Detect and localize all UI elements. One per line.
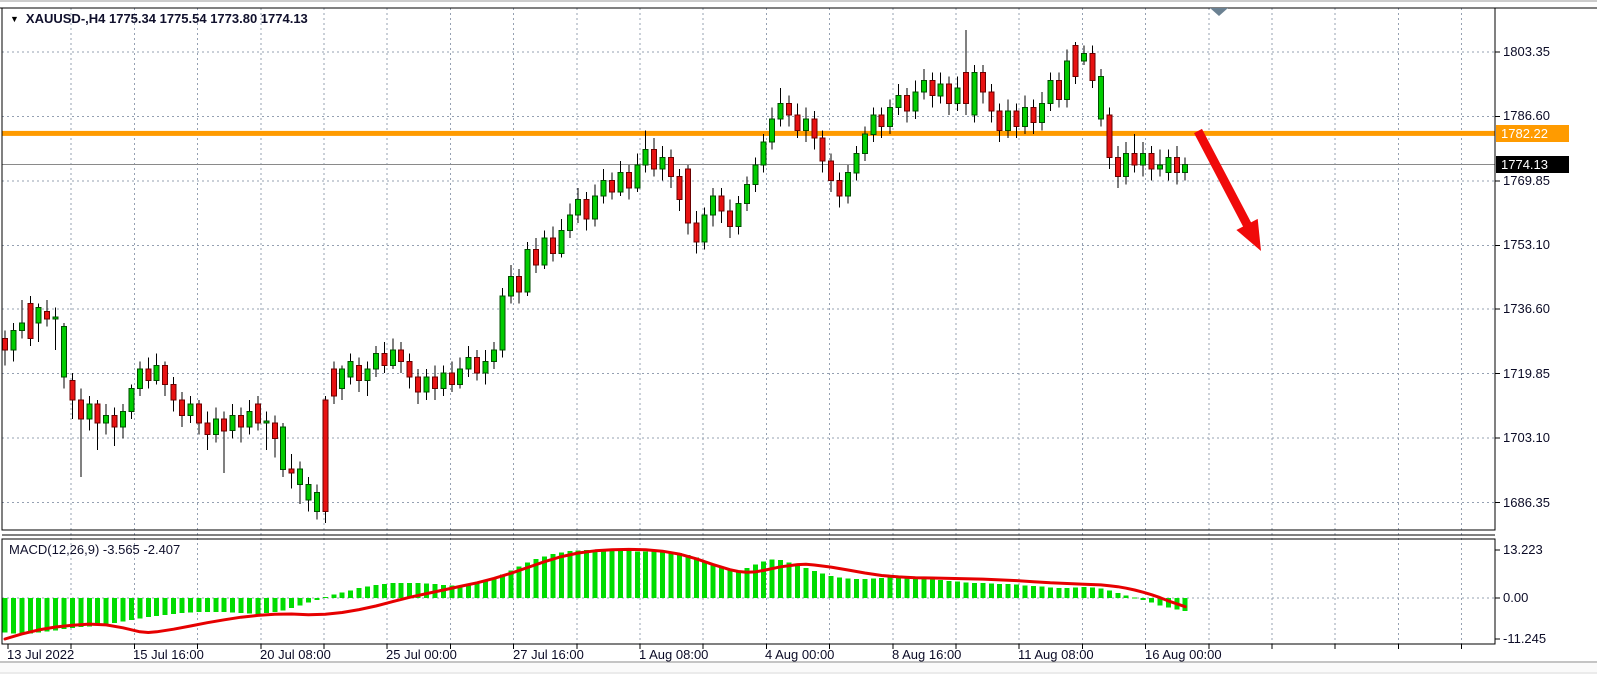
time-axis-label: 1 Aug 08:00 xyxy=(639,647,709,662)
axis-ticks xyxy=(7,51,1500,649)
time-axis-label: 15 Jul 16:00 xyxy=(133,647,204,662)
horizontal-line-object[interactable] xyxy=(2,130,1495,136)
candlestick-series xyxy=(2,30,1189,524)
scroll-marker-icon[interactable] xyxy=(1210,8,1228,16)
hline-price-badge: 1782.22 xyxy=(1496,125,1569,142)
price-axis-label: 1686.35 xyxy=(1503,495,1550,510)
time-axis-label: 27 Jul 16:00 xyxy=(513,647,584,662)
macd-axis-label: 0.00 xyxy=(1503,590,1529,605)
price-axis-label: 1719.85 xyxy=(1503,366,1550,381)
bottom-scrollbar-strip[interactable] xyxy=(0,661,1597,674)
price-axis-label: 1769.85 xyxy=(1503,173,1550,188)
trend-arrow-object[interactable] xyxy=(1194,128,1261,251)
price-axis-label: 1753.10 xyxy=(1503,237,1550,252)
price-axis-label: 1803.35 xyxy=(1503,44,1550,59)
time-axis-label: 4 Aug 00:00 xyxy=(765,647,835,662)
time-axis-label: 11 Aug 08:00 xyxy=(1018,647,1094,662)
time-axis-label: 8 Aug 16:00 xyxy=(892,647,962,662)
bid-price-badge: 1774.13 xyxy=(1496,156,1569,173)
time-axis-label: 25 Jul 00:00 xyxy=(386,647,457,662)
symbol-ohlc-text: XAUUSD-,H4 1775.34 1775.54 1773.80 1774.… xyxy=(25,11,308,26)
macd-axis-label: 13.223 xyxy=(1503,542,1543,557)
macd-signal-line xyxy=(3,547,1187,641)
panel-borders xyxy=(0,7,1597,645)
time-axis-label: 20 Jul 08:00 xyxy=(260,647,331,662)
price-axis-label: 1786.60 xyxy=(1503,108,1550,123)
gridlines xyxy=(2,8,1495,644)
time-axis-label: 13 Jul 2022 xyxy=(7,647,75,662)
symbol-title: ▼ XAUUSD-,H4 1775.34 1775.54 1773.80 1774… xyxy=(10,11,308,26)
price-axis-label: 1736.60 xyxy=(1503,301,1550,316)
price-axis-label: 1703.10 xyxy=(1503,430,1550,445)
time-axis-label: 16 Aug 00:00 xyxy=(1145,647,1222,662)
collapse-triangle-icon[interactable]: ▼ xyxy=(10,14,19,24)
macd-axis-label: -11.245 xyxy=(1503,631,1547,646)
indicator-label: MACD(12,26,9) -3.565 -2.407 xyxy=(9,542,181,557)
